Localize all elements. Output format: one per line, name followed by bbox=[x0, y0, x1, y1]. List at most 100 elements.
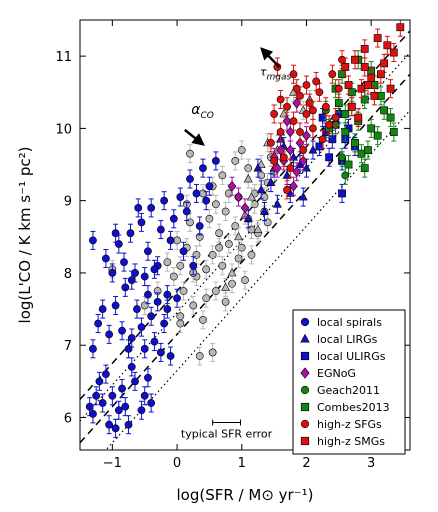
data-point bbox=[224, 189, 233, 198]
data-point bbox=[221, 282, 231, 291]
data-point bbox=[334, 84, 343, 93]
legend-label: high-z SMGs bbox=[317, 435, 385, 448]
data-point bbox=[380, 59, 389, 68]
data-point bbox=[192, 250, 201, 259]
data-point bbox=[127, 276, 136, 285]
data-point bbox=[163, 305, 172, 313]
data-point bbox=[351, 55, 359, 64]
data-point bbox=[199, 164, 207, 173]
data-point bbox=[211, 287, 220, 295]
data-point bbox=[259, 206, 269, 215]
data-point bbox=[218, 261, 227, 270]
data-point bbox=[199, 316, 207, 324]
data-point bbox=[360, 164, 369, 173]
data-point bbox=[169, 214, 178, 223]
data-point bbox=[289, 180, 298, 192]
data-point bbox=[325, 153, 334, 162]
data-point bbox=[111, 229, 120, 238]
legend-marker bbox=[300, 317, 310, 327]
alpha-subscript: CO bbox=[201, 111, 214, 121]
data-point bbox=[380, 106, 389, 115]
legend-label: local spirals bbox=[317, 316, 382, 329]
data-point bbox=[243, 213, 253, 223]
data-point bbox=[147, 312, 156, 321]
data-point bbox=[305, 99, 314, 108]
legend-marker bbox=[300, 419, 310, 429]
data-point bbox=[328, 135, 337, 144]
data-point bbox=[202, 265, 211, 274]
data-point bbox=[137, 218, 146, 227]
data-point bbox=[364, 81, 372, 89]
x-tick-label: 2 bbox=[302, 456, 310, 471]
legend-label: local ULIRGs bbox=[317, 350, 386, 363]
data-point bbox=[266, 138, 275, 147]
data-point bbox=[211, 157, 220, 165]
data-point bbox=[205, 182, 214, 191]
data-point bbox=[351, 138, 359, 147]
data-point bbox=[186, 218, 194, 227]
data-point bbox=[360, 95, 369, 104]
tau-arrow bbox=[260, 47, 281, 68]
data-point bbox=[367, 73, 376, 82]
data-point bbox=[215, 229, 224, 238]
data-point bbox=[386, 84, 395, 93]
legend-label: Geach2011 bbox=[317, 384, 380, 397]
data-point bbox=[169, 272, 178, 281]
data-point bbox=[118, 326, 126, 335]
data-point bbox=[179, 247, 188, 256]
data-point bbox=[121, 283, 130, 292]
data-point bbox=[357, 149, 366, 158]
data-point bbox=[144, 373, 152, 382]
data-point bbox=[166, 236, 175, 245]
data-point bbox=[179, 287, 188, 295]
data-point bbox=[205, 214, 214, 223]
data-point bbox=[147, 399, 156, 407]
data-point bbox=[134, 203, 143, 212]
data-point bbox=[153, 297, 162, 306]
data-point bbox=[195, 352, 204, 360]
data-point bbox=[173, 294, 181, 303]
data-point bbox=[156, 225, 165, 234]
data-point bbox=[283, 185, 291, 194]
legend-label: Combes2013 bbox=[317, 401, 390, 414]
series-high-z-smgs bbox=[341, 20, 405, 128]
data-point bbox=[208, 250, 217, 259]
data-point bbox=[338, 70, 346, 79]
data-point bbox=[344, 81, 353, 89]
data-point bbox=[231, 222, 240, 230]
legend-marker bbox=[300, 402, 310, 412]
data-point bbox=[137, 323, 146, 332]
x-tick-label: 1 bbox=[238, 456, 246, 471]
data-point bbox=[247, 192, 256, 201]
data-point bbox=[334, 99, 343, 108]
data-point bbox=[328, 70, 337, 79]
legend-marker bbox=[300, 333, 310, 343]
series-local-spirals bbox=[85, 151, 220, 438]
data-point bbox=[163, 258, 172, 267]
data-point bbox=[121, 402, 130, 411]
data-point bbox=[150, 265, 159, 274]
data-point bbox=[215, 243, 224, 252]
data-point bbox=[360, 45, 369, 53]
tau-subscript: mgas bbox=[267, 73, 292, 83]
data-point bbox=[256, 184, 266, 194]
data-point bbox=[140, 391, 149, 400]
data-point bbox=[186, 149, 194, 158]
data-point bbox=[189, 301, 198, 310]
data-point bbox=[298, 155, 308, 167]
data-point bbox=[221, 297, 230, 306]
data-point bbox=[140, 301, 149, 310]
data-point bbox=[176, 193, 185, 201]
data-point bbox=[105, 420, 114, 429]
data-point bbox=[250, 200, 259, 209]
data-point bbox=[224, 240, 233, 248]
data-point bbox=[243, 174, 253, 183]
data-points bbox=[85, 20, 405, 438]
data-point bbox=[192, 189, 201, 198]
data-point bbox=[127, 334, 136, 342]
data-point bbox=[176, 261, 185, 270]
data-point bbox=[292, 97, 302, 109]
data-point bbox=[270, 110, 279, 118]
data-point bbox=[124, 420, 133, 429]
